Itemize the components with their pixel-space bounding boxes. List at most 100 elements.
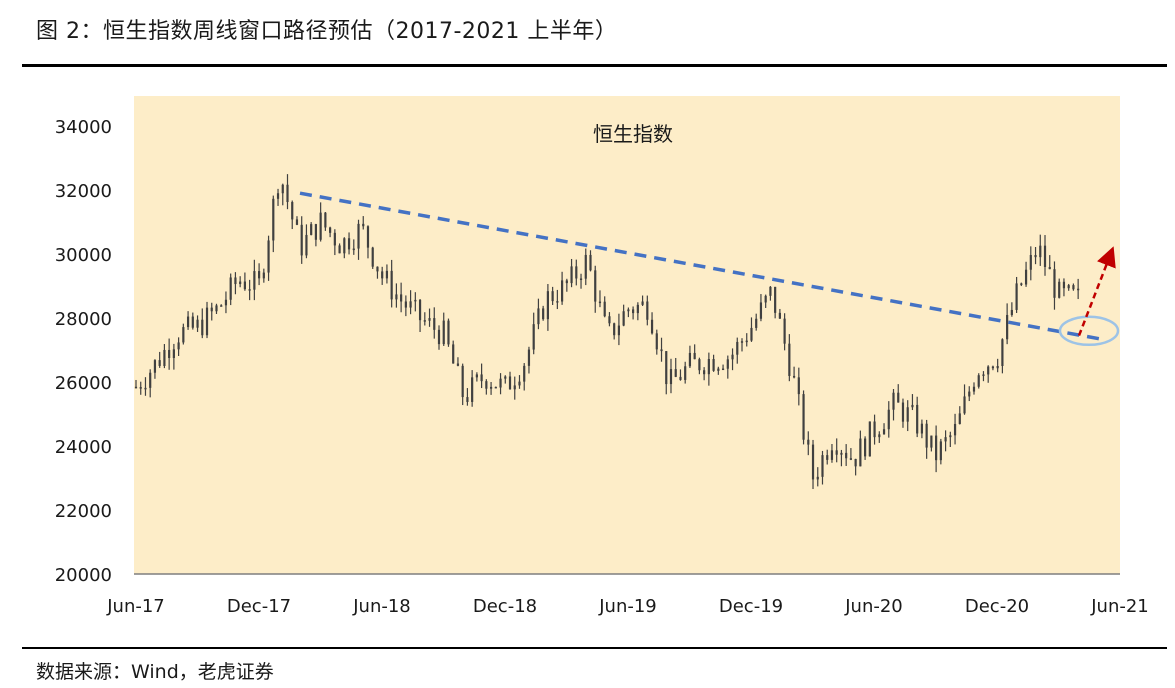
source-note: 数据来源：Wind，老虎证券 [36, 661, 274, 683]
candle-body [589, 254, 592, 271]
candle-body [925, 423, 928, 448]
y-tick-label: 30000 [55, 245, 112, 266]
candle-body [570, 266, 573, 284]
candle-body [684, 366, 687, 380]
candle-body [215, 305, 218, 312]
candle-body [603, 301, 606, 317]
candle-body [329, 227, 332, 233]
candle-body [262, 272, 265, 279]
candle-body [740, 341, 744, 343]
y-tick-label: 26000 [55, 373, 112, 394]
candle-body [949, 435, 952, 438]
candle-body [627, 309, 630, 312]
candle-body [930, 435, 933, 448]
candle-body [906, 407, 909, 422]
candle-body [665, 351, 668, 385]
candle-body [243, 281, 246, 290]
candle-body [1020, 283, 1023, 285]
candle-body [916, 404, 919, 434]
candle-body [224, 299, 228, 306]
candle-body [485, 381, 488, 389]
candle-body [489, 386, 493, 389]
candle-body [802, 394, 805, 440]
x-tick-label: Jun-21 [1090, 596, 1149, 617]
candle-body [504, 376, 507, 379]
x-tick-label: Dec-17 [227, 596, 291, 617]
candle-body [499, 378, 502, 388]
candle-body [641, 301, 644, 305]
candle-body [622, 311, 625, 326]
candle-body [816, 476, 819, 480]
candle-body [191, 316, 194, 328]
candle-body [267, 240, 270, 273]
candle-body [149, 372, 152, 388]
candle-body [428, 318, 431, 321]
candle-body [144, 387, 147, 390]
candle-body [636, 304, 639, 314]
candle-body [527, 349, 531, 366]
candle-body [774, 286, 777, 313]
candle-body [295, 219, 299, 225]
candle-body [201, 319, 204, 336]
candle-body [608, 316, 611, 324]
candle-body [168, 349, 171, 358]
candle-body [139, 387, 142, 389]
candle-body [347, 238, 351, 250]
candle-body [584, 254, 587, 279]
candle-body [338, 245, 341, 254]
candle-body [963, 396, 966, 414]
candle-body [371, 247, 374, 267]
candle-body [1024, 269, 1028, 285]
candle-body [655, 333, 658, 350]
candle-body [291, 202, 294, 220]
top-rule [22, 64, 1167, 67]
y-tick-label: 24000 [55, 437, 112, 458]
x-tick-label: Dec-20 [965, 596, 1029, 617]
candle-body [172, 349, 175, 358]
candle-body [835, 450, 838, 455]
candle-body [1039, 245, 1042, 258]
chart-title: 恒生指数 [593, 122, 673, 146]
candle-body [1034, 255, 1037, 258]
candle-series [134, 174, 1080, 490]
candle-body [575, 266, 578, 279]
candle-body [352, 248, 355, 251]
x-tick-label: Jun-17 [106, 596, 165, 617]
candle-body [395, 294, 398, 300]
candle-body [598, 301, 602, 304]
candle-body [807, 439, 810, 445]
candle-body [134, 386, 138, 389]
candle-body [523, 365, 526, 382]
candle-body [745, 340, 748, 343]
candle-body [987, 366, 990, 375]
candle-body [953, 423, 957, 436]
candle-body [560, 280, 564, 302]
x-tick-label: Dec-18 [473, 596, 537, 617]
candle-body [1053, 269, 1056, 298]
candle-body [991, 366, 995, 369]
candle-body [333, 232, 336, 246]
candle-body [693, 352, 696, 360]
candle-body [792, 375, 796, 378]
candle-body [1001, 339, 1004, 367]
candle-body [433, 318, 436, 330]
candle-body [177, 342, 180, 350]
y-tick-labels: 34000 32000 30000 28000 26000 24000 22000 20000 [55, 117, 112, 586]
candle-body [783, 318, 786, 344]
candle-body [480, 374, 483, 382]
candle-body [546, 291, 549, 320]
candle-body [688, 352, 692, 367]
candle-body [423, 320, 426, 322]
x-tick-label: Jun-20 [844, 596, 903, 617]
candle-body [286, 184, 289, 203]
bottom-rule [22, 647, 1167, 649]
candle-body [205, 307, 209, 336]
candle-body [935, 435, 938, 461]
candle-body [234, 277, 237, 285]
candle-body [594, 270, 597, 302]
candle-body [892, 392, 895, 410]
candle-body [281, 184, 284, 194]
candle-body [868, 421, 871, 457]
candle-body [494, 386, 497, 389]
